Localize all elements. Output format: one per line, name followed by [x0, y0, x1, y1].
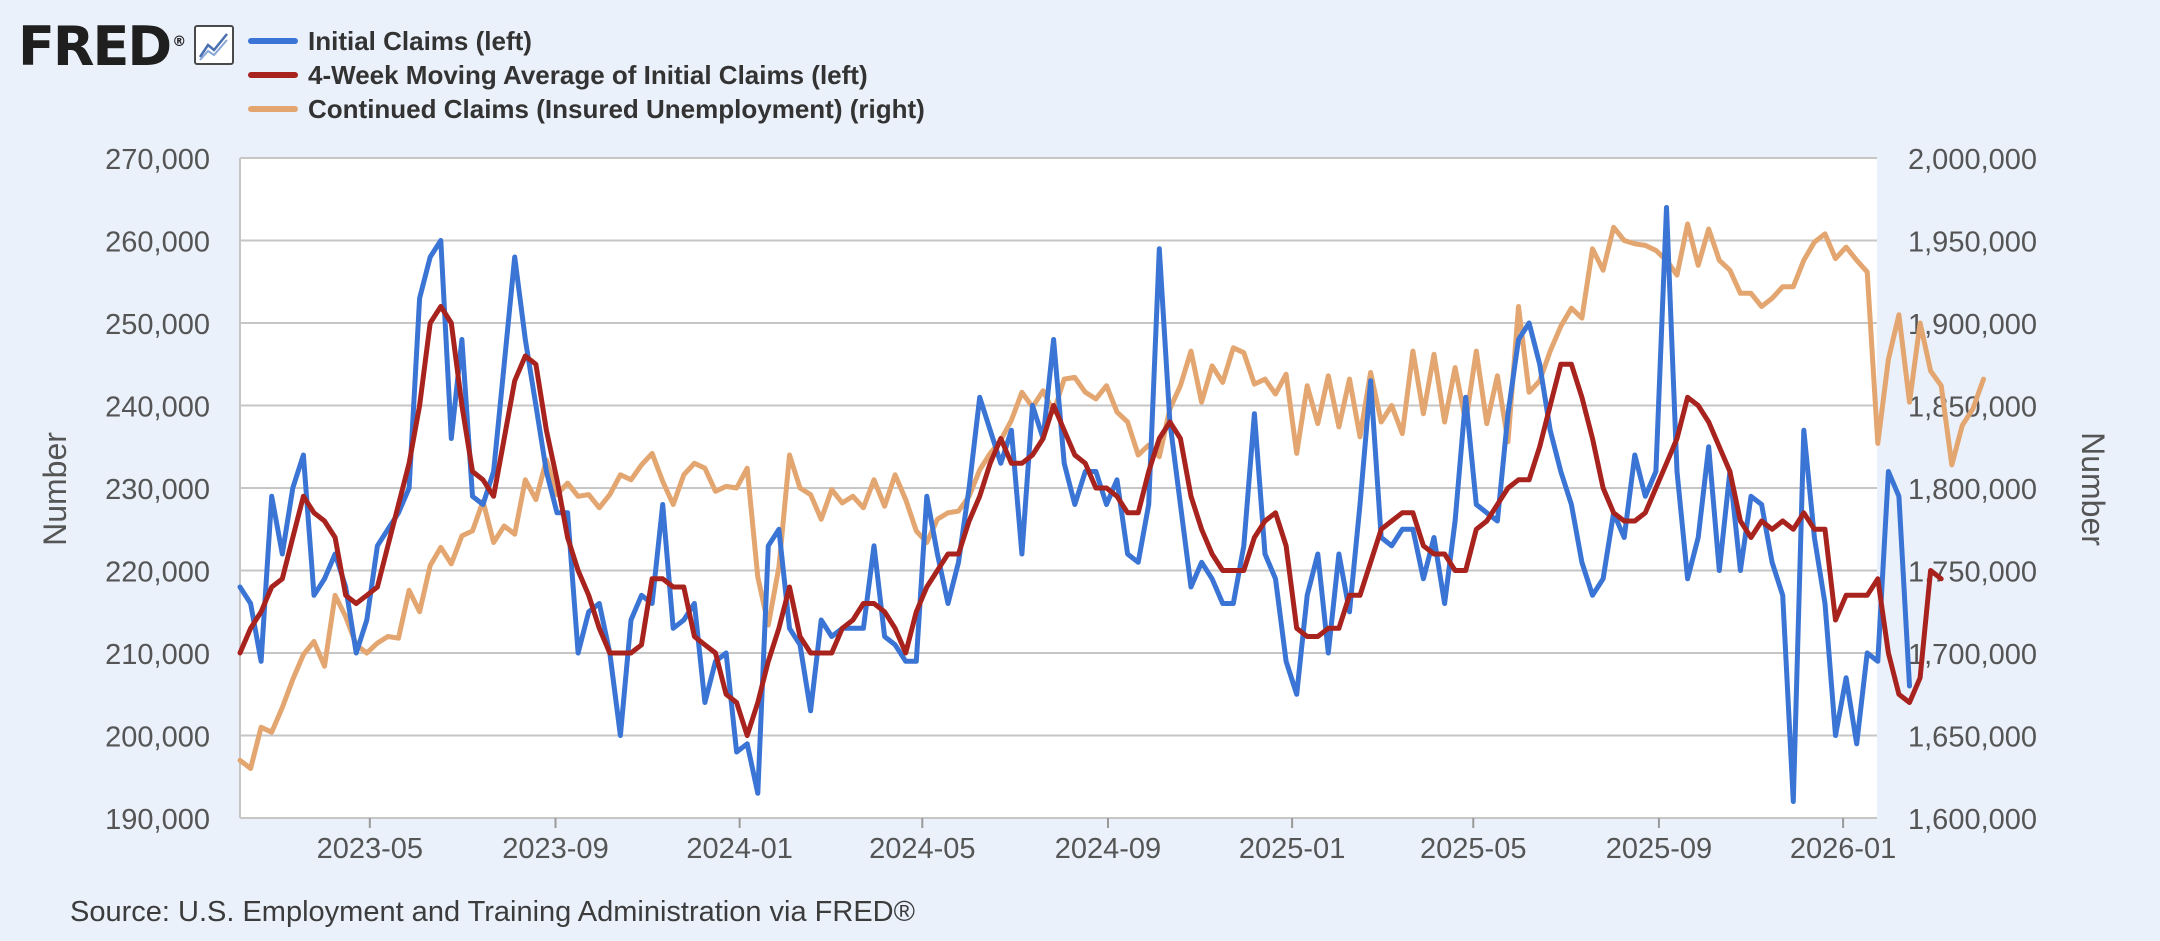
x-tick-label: 2025-05 [1420, 833, 1526, 865]
line-chart-icon [194, 24, 235, 65]
legend-label: Initial Claims (left) [308, 25, 532, 56]
y-axis-right-ticks: 1,600,0001,650,0001,700,0001,750,0001,80… [1908, 144, 2037, 836]
legend-item-moving-average[interactable]: 4-Week Moving Average of Initial Claims … [248, 58, 925, 92]
source-note: Source: U.S. Employment and Training Adm… [70, 896, 915, 928]
y-right-tick-label: 1,700,000 [1908, 639, 2037, 671]
fred-logo[interactable]: FRED ® [18, 12, 235, 78]
x-tick-label: 2024-05 [869, 833, 975, 865]
legend-swatch-average [248, 72, 298, 78]
x-tick-label: 2023-05 [317, 833, 423, 865]
x-tick-label: 2024-01 [686, 833, 792, 865]
series-lines [237, 205, 1986, 804]
y-left-tick-label: 270,000 [105, 144, 210, 176]
series-line-moving-average[interactable] [237, 304, 1944, 738]
y-axis-left-label: Number [37, 432, 73, 546]
y-left-tick-label: 240,000 [105, 392, 210, 424]
y-right-tick-label: 1,950,000 [1908, 227, 2037, 259]
y-right-tick-label: 1,600,000 [1908, 804, 2037, 836]
x-tick-label: 2026-01 [1790, 833, 1896, 865]
legend-swatch-initial [248, 38, 298, 44]
y-left-tick-label: 190,000 [105, 804, 210, 836]
legend-swatch-continued [248, 106, 298, 112]
y-left-tick-label: 220,000 [105, 557, 210, 589]
fred-logo-text: FRED ® [18, 15, 186, 78]
legend-label: 4-Week Moving Average of Initial Claims … [308, 59, 868, 90]
y-right-tick-label: 1,900,000 [1908, 309, 2037, 341]
series-line-initial-claims[interactable] [237, 205, 1912, 804]
legend-item-continued-claims[interactable]: Continued Claims (Insured Unemployment) … [248, 92, 925, 126]
x-axis-ticks: 2023-05 2023-09 2024-01 2024-05 2024-09 2025-… [317, 818, 1896, 865]
y-axis-left-ticks: 190,000 200,000 210,000 220,000 230,000 240,0… [105, 144, 210, 836]
chart-legend: Initial Claims (left) 4-Week Moving Aver… [248, 24, 925, 126]
x-tick-label: 2023-09 [502, 833, 608, 865]
y-left-tick-label: 210,000 [105, 639, 210, 671]
series-line-continued-claims[interactable] [237, 221, 1986, 771]
x-tick-label: 2024-09 [1055, 833, 1161, 865]
y-right-tick-label: 1,650,000 [1908, 722, 2037, 754]
y-left-tick-label: 260,000 [105, 227, 210, 259]
y-left-tick-label: 250,000 [105, 309, 210, 341]
y-left-tick-label: 200,000 [105, 722, 210, 754]
legend-item-initial-claims[interactable]: Initial Claims (left) [248, 24, 925, 58]
registered-mark: ® [172, 34, 186, 50]
y-axis-right-label: Number [2075, 432, 2111, 546]
y-right-tick-label: 2,000,000 [1908, 144, 2037, 176]
legend-label: Continued Claims (Insured Unemployment) … [308, 93, 925, 124]
x-tick-label: 2025-01 [1239, 833, 1345, 865]
y-left-tick-label: 230,000 [105, 474, 210, 506]
x-tick-label: 2025-09 [1606, 833, 1712, 865]
y-right-tick-label: 1,800,000 [1908, 474, 2037, 506]
